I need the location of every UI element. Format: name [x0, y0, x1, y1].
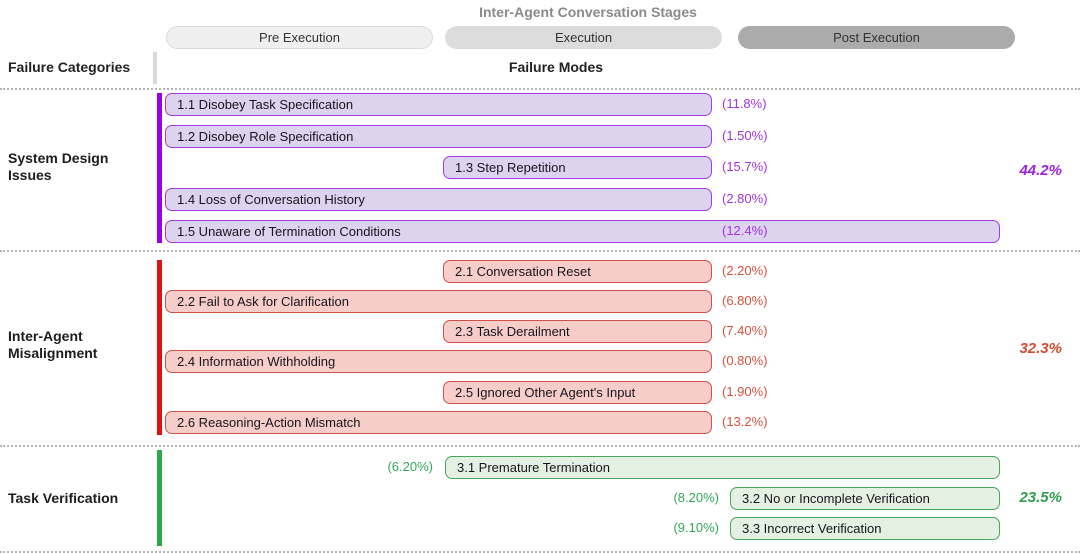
accent-bar-task-verification [157, 450, 162, 546]
failure-mode-bar-3-2: 3.2 No or Incomplete Verification [730, 487, 1000, 510]
category-total-system-design: 44.2% [1019, 162, 1062, 179]
failure-mode-pct-2-5: (1.90%) [722, 384, 768, 399]
separator-section-1 [0, 250, 1080, 252]
failure-mode-bar-1-1: 1.1 Disobey Task Specification [165, 93, 712, 116]
failure-mode-pct-3-2: (8.20%) [673, 490, 719, 505]
failure-mode-pct-2-2: (6.80%) [722, 293, 768, 308]
stage-pill-execution: Execution [445, 26, 722, 49]
category-total-task-verification: 23.5% [1019, 489, 1062, 506]
failure-mode-pct-1-2: (1.50%) [722, 128, 768, 143]
failure-mode-bar-2-4: 2.4 Information Withholding [165, 350, 712, 373]
failure-mode-bar-2-2: 2.2 Fail to Ask for Clarification [165, 290, 712, 313]
failure-mode-bar-2-3: 2.3 Task Derailment [443, 320, 712, 343]
failure-mode-bar-1-2: 1.2 Disobey Role Specification [165, 125, 712, 148]
failure-mode-pct-3-1: (6.20%) [387, 459, 433, 474]
failure-mode-pct-2-3: (7.40%) [722, 323, 768, 338]
failure-mode-pct-3-3: (9.10%) [673, 520, 719, 535]
failure-mode-pct-2-6: (13.2%) [722, 414, 768, 429]
failure-mode-pct-2-1: (2.20%) [722, 263, 768, 278]
failure-mode-bar-3-1: 3.1 Premature Termination [445, 456, 1000, 479]
separator-bottom [0, 551, 1080, 553]
stage-pill-pre-execution: Pre Execution [166, 26, 433, 49]
separator-section-2 [0, 445, 1080, 447]
stage-pill-post-execution: Post Execution [738, 26, 1015, 49]
failure-categories-heading: Failure Categories [8, 59, 131, 75]
header-divider [153, 52, 157, 84]
stages-title: Inter-Agent Conversation Stages [479, 4, 697, 20]
category-label-system-design: System Design Issues [8, 150, 109, 183]
failure-mode-pct-1-3: (15.7%) [722, 159, 768, 174]
failure-mode-bar-1-5: 1.5 Unaware of Termination Conditions [165, 220, 1000, 243]
category-label-task-verification: Task Verification [8, 490, 119, 506]
category-label-inter-agent: Inter-Agent Misalignment [8, 328, 98, 361]
failure-modes-heading: Failure Modes [508, 59, 604, 75]
failure-mode-pct-1-4: (2.80%) [722, 191, 768, 206]
failure-mode-bar-1-3: 1.3 Step Repetition [443, 156, 712, 179]
failure-mode-bar-2-6: 2.6 Reasoning-Action Mismatch [165, 411, 712, 434]
category-total-inter-agent: 32.3% [1019, 340, 1062, 357]
failure-mode-bar-2-1: 2.1 Conversation Reset [443, 260, 712, 283]
failure-mode-bar-3-3: 3.3 Incorrect Verification [730, 517, 1000, 540]
accent-bar-system-design [157, 93, 162, 243]
failure-mode-bar-1-4: 1.4 Loss of Conversation History [165, 188, 712, 211]
failure-mode-pct-1-1: (11.8%) [722, 96, 767, 111]
accent-bar-inter-agent [157, 260, 162, 435]
failure-mode-bar-2-5: 2.5 Ignored Other Agent's Input [443, 381, 712, 404]
failure-mode-pct-2-4: (0.80%) [722, 353, 768, 368]
failure-mode-pct-1-5: (12.4%) [722, 223, 768, 238]
separator-header [0, 88, 1080, 90]
